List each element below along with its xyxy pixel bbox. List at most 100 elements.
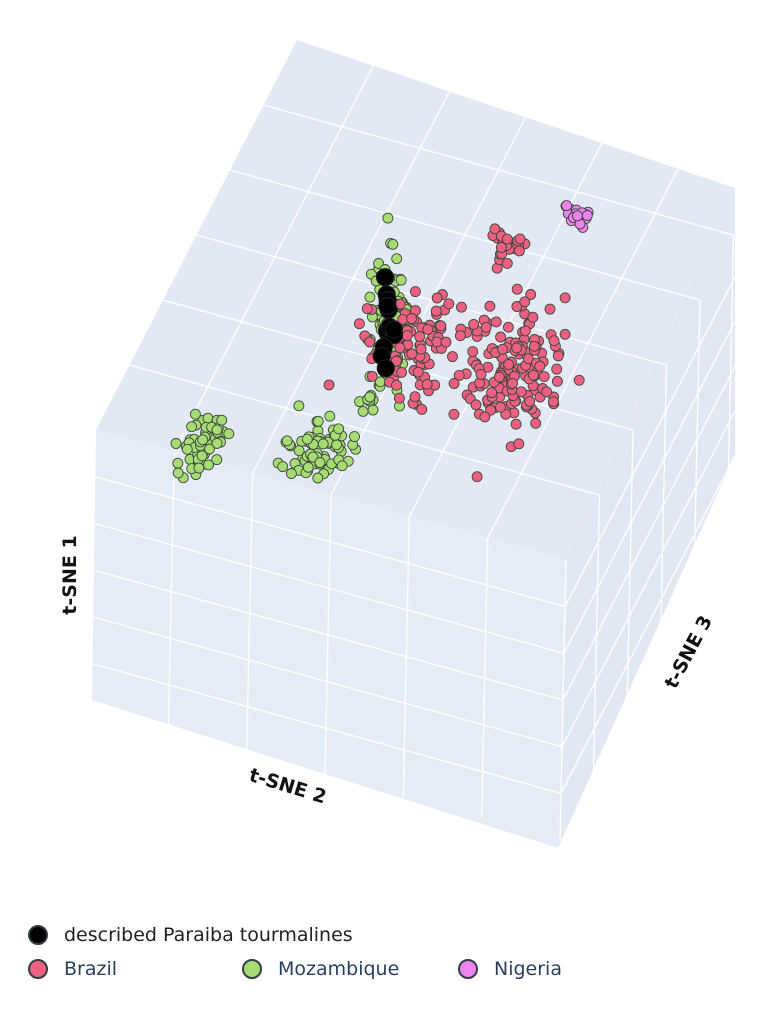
- data-point-mozambique[interactable]: [277, 461, 289, 473]
- data-point-mozambique[interactable]: [211, 424, 223, 436]
- data-point-mozambique[interactable]: [301, 433, 313, 445]
- data-point-mozambique[interactable]: [391, 253, 403, 265]
- data-point-brazil[interactable]: [514, 233, 526, 245]
- data-point-mozambique[interactable]: [357, 405, 369, 417]
- data-point-brazil[interactable]: [453, 369, 465, 381]
- data-point-brazil[interactable]: [559, 292, 571, 304]
- data-point-brazil[interactable]: [513, 438, 525, 450]
- data-point-brazil[interactable]: [471, 471, 483, 483]
- data-point-brazil[interactable]: [544, 303, 556, 315]
- data-point-brazil[interactable]: [468, 318, 480, 330]
- data-point-brazil[interactable]: [551, 363, 563, 375]
- data-point-brazil[interactable]: [538, 371, 550, 383]
- data-point-brazil[interactable]: [475, 368, 487, 380]
- data-point-mozambique[interactable]: [204, 443, 215, 455]
- data-point-brazil[interactable]: [412, 366, 424, 378]
- data-point-brazil[interactable]: [394, 342, 406, 354]
- data-point-brazil[interactable]: [430, 305, 442, 317]
- data-point-brazil[interactable]: [401, 330, 413, 342]
- data-point-brazil[interactable]: [431, 292, 443, 304]
- data-point-mozambique[interactable]: [314, 457, 326, 468]
- data-point-brazil[interactable]: [525, 289, 537, 300]
- data-point-brazil[interactable]: [552, 350, 564, 362]
- legend-item-nigeria[interactable]: Nigeria: [458, 958, 562, 980]
- data-point-brazil[interactable]: [353, 318, 365, 330]
- data-point-brazil[interactable]: [467, 346, 479, 358]
- data-point-mozambique[interactable]: [172, 467, 184, 479]
- data-point-brazil[interactable]: [422, 323, 434, 335]
- data-point-brazil[interactable]: [515, 386, 527, 398]
- data-point-mozambique[interactable]: [216, 414, 228, 426]
- data-point-brazil[interactable]: [448, 378, 460, 389]
- data-point-mozambique[interactable]: [281, 435, 293, 447]
- legend-item-paraiba[interactable]: described Paraiba tourmalines: [28, 924, 353, 946]
- data-point-mozambique[interactable]: [331, 439, 343, 451]
- data-point-brazil[interactable]: [495, 401, 506, 413]
- data-point-brazil[interactable]: [406, 348, 418, 360]
- data-point-mozambique[interactable]: [349, 431, 360, 443]
- legend-item-brazil[interactable]: Brazil: [28, 958, 117, 980]
- data-point-brazil[interactable]: [409, 391, 421, 403]
- data-point-mozambique[interactable]: [395, 274, 407, 286]
- data-point-brazil[interactable]: [528, 340, 540, 352]
- data-point-brazil[interactable]: [519, 296, 531, 308]
- data-point-nigeria[interactable]: [581, 210, 593, 221]
- data-point-brazil[interactable]: [493, 371, 505, 383]
- data-point-mozambique[interactable]: [333, 423, 345, 435]
- data-point-brazil[interactable]: [421, 378, 433, 390]
- data-point-mozambique[interactable]: [203, 459, 214, 471]
- data-point-mozambique[interactable]: [382, 212, 394, 224]
- data-point-brazil[interactable]: [431, 336, 443, 348]
- data-point-brazil[interactable]: [323, 379, 335, 391]
- data-point-brazil[interactable]: [573, 374, 585, 386]
- data-point-brazil[interactable]: [497, 343, 508, 355]
- data-point-mozambique[interactable]: [312, 415, 324, 427]
- data-point-brazil[interactable]: [507, 377, 518, 389]
- data-point-brazil[interactable]: [440, 336, 452, 348]
- data-point-mozambique[interactable]: [387, 238, 399, 250]
- data-point-brazil[interactable]: [415, 343, 427, 355]
- data-point-mozambique[interactable]: [202, 412, 214, 424]
- data-point-brazil[interactable]: [366, 370, 378, 382]
- data-point-described-paraiba-tourmalines[interactable]: [376, 359, 395, 378]
- data-point-mozambique[interactable]: [181, 443, 193, 455]
- data-point-brazil[interactable]: [519, 325, 531, 337]
- data-point-mozambique[interactable]: [293, 445, 305, 457]
- data-point-brazil[interactable]: [490, 316, 502, 328]
- data-point-brazil[interactable]: [511, 283, 523, 295]
- data-point-brazil[interactable]: [495, 331, 507, 343]
- data-point-brazil[interactable]: [559, 328, 571, 340]
- data-point-described-paraiba-tourmalines[interactable]: [375, 268, 395, 287]
- data-point-brazil[interactable]: [414, 331, 426, 343]
- data-point-brazil[interactable]: [447, 351, 458, 363]
- data-point-brazil[interactable]: [448, 408, 460, 420]
- data-point-brazil[interactable]: [527, 311, 539, 323]
- data-point-brazil[interactable]: [470, 399, 482, 411]
- data-point-brazil[interactable]: [502, 321, 514, 333]
- data-point-brazil[interactable]: [484, 300, 496, 312]
- data-point-brazil[interactable]: [530, 417, 542, 429]
- data-point-brazil[interactable]: [548, 335, 560, 347]
- data-point-brazil[interactable]: [416, 403, 428, 415]
- data-point-nigeria[interactable]: [561, 200, 573, 212]
- legend-item-mozambique[interactable]: Mozambique: [242, 958, 399, 980]
- data-point-brazil[interactable]: [393, 392, 405, 404]
- data-point-brazil[interactable]: [511, 342, 523, 354]
- data-point-brazil[interactable]: [513, 245, 525, 257]
- data-point-brazil[interactable]: [541, 386, 553, 398]
- data-point-brazil[interactable]: [486, 387, 498, 399]
- data-point-mozambique[interactable]: [186, 421, 198, 433]
- data-point-brazil[interactable]: [495, 242, 507, 253]
- data-point-mozambique[interactable]: [364, 391, 376, 403]
- data-point-mozambique[interactable]: [285, 468, 297, 479]
- data-point-brazil[interactable]: [511, 301, 523, 312]
- data-point-mozambique[interactable]: [336, 460, 348, 472]
- data-point-brazil[interactable]: [524, 395, 536, 407]
- data-point-described-paraiba-tourmalines[interactable]: [384, 320, 403, 339]
- data-point-mozambique[interactable]: [172, 457, 184, 469]
- data-point-brazil[interactable]: [364, 336, 376, 348]
- data-point-brazil[interactable]: [480, 321, 492, 333]
- data-point-mozambique[interactable]: [196, 450, 208, 462]
- data-point-brazil[interactable]: [443, 298, 455, 310]
- data-point-mozambique[interactable]: [293, 400, 305, 412]
